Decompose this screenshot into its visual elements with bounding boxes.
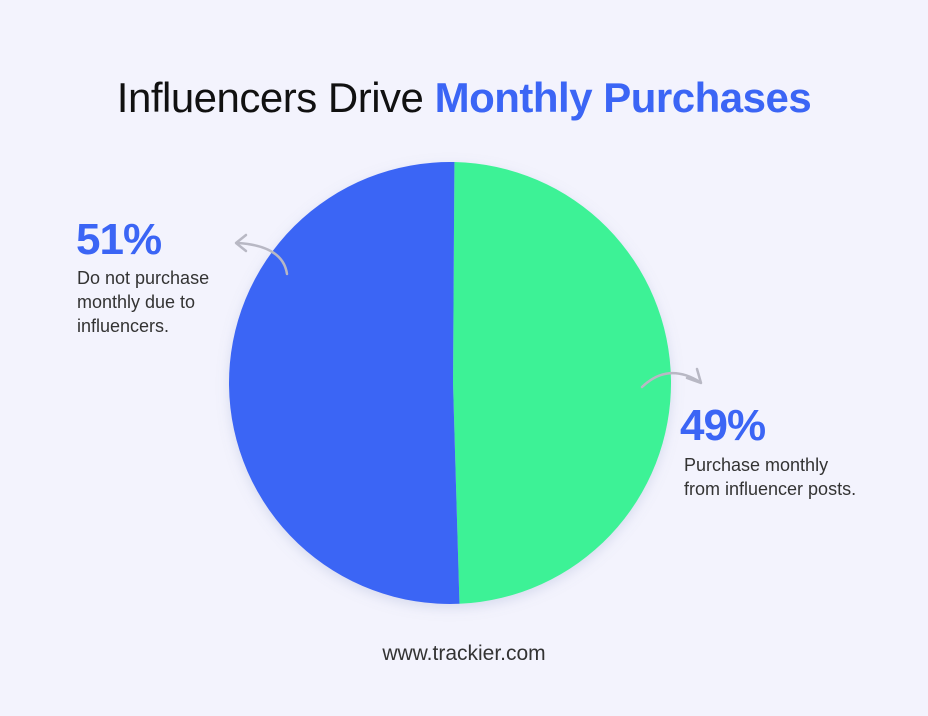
pie-slice-no-purchase [228, 162, 460, 605]
title-highlight: Monthly Purchases [434, 74, 812, 121]
chart-title: Influencers Drive Monthly Purchases [0, 72, 928, 124]
right-arrow-icon [640, 367, 703, 389]
title-plain: Influencers Drive [116, 74, 424, 121]
slice-label-desc-left: Do not purchase monthly due to influence… [77, 268, 210, 336]
slice-label-percent-right: 49% [680, 401, 766, 450]
pie-slices [228, 162, 671, 605]
slice-label-desc-right: Purchase monthly from influencer posts. [684, 455, 857, 499]
slice-label-percent-left: 51% [76, 215, 162, 264]
left-arrow-icon [234, 233, 289, 276]
footer-url: www.trackier.com [382, 642, 546, 665]
pie-slice-purchase [453, 162, 671, 604]
